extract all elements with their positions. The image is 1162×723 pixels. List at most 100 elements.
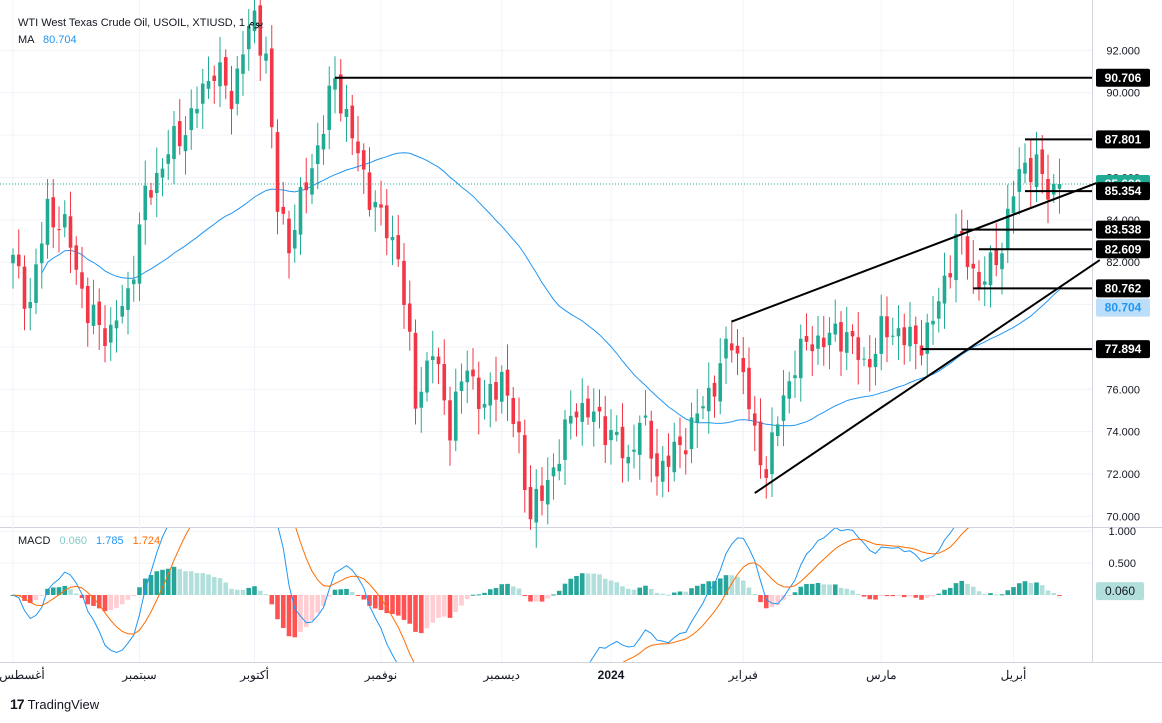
macd-hist-bar (286, 595, 292, 637)
candle-body (833, 323, 838, 335)
candle (890, 317, 895, 346)
macd-hist-bar (959, 580, 965, 595)
macd-hist-bar (712, 581, 717, 595)
candle (729, 319, 734, 363)
candle (706, 362, 711, 434)
candle (551, 453, 556, 500)
macd-hist-bar (694, 585, 700, 595)
macd-hist-bar (625, 588, 631, 595)
candle-body (292, 229, 297, 249)
candle-body (919, 345, 924, 356)
moving-average (41, 152, 1060, 427)
candle-body (793, 375, 797, 379)
tradingview-footer[interactable]: 17 TradingView (10, 696, 99, 712)
macd-hist-bar (533, 595, 539, 602)
candle-body (683, 450, 688, 455)
candle-body (1023, 162, 1027, 174)
candle-body (954, 233, 958, 281)
candle-body (925, 322, 930, 354)
candle (522, 419, 527, 513)
candle (476, 361, 481, 435)
candle (505, 344, 510, 422)
candle-body (80, 272, 84, 289)
price-label-bg (1096, 130, 1150, 149)
macd-hist-bar (930, 595, 936, 597)
macd-hist-bar (413, 595, 418, 632)
candle (821, 315, 826, 366)
candle-body (321, 133, 326, 150)
candle-body (108, 324, 113, 343)
candle (747, 347, 751, 421)
y-tick-label: 82.000 (1106, 257, 1140, 269)
macd-hist-bar (873, 595, 878, 600)
candle (1046, 154, 1050, 224)
candle (62, 200, 67, 238)
macd-hist-bar (942, 589, 947, 595)
horizontal-levels[interactable] (335, 76, 1092, 351)
macd-hist-bar (1034, 582, 1039, 595)
candle (586, 385, 590, 425)
candle-body (453, 391, 458, 441)
candle-body (494, 382, 498, 400)
candle-body (189, 108, 194, 131)
candle-body (39, 243, 44, 264)
macd-hist-bar (292, 595, 298, 638)
candle-body (103, 328, 107, 346)
candle-body (298, 186, 303, 235)
price-axis[interactable]: 92.00090.00088.00086.00084.00082.00080.0… (1096, 45, 1150, 601)
candle (862, 347, 866, 367)
candle (482, 379, 487, 420)
macd-hist-bar (671, 592, 677, 595)
candle (287, 210, 291, 279)
candle-body (603, 416, 608, 446)
tradingview-logo-icon: 17 (10, 696, 25, 712)
candle-body (229, 90, 234, 110)
candle (45, 179, 50, 259)
macd-tick-label: 0.500 (1108, 558, 1136, 570)
candle (189, 89, 194, 150)
candle-body (183, 135, 188, 152)
candle (390, 215, 395, 265)
macd-label: MACD (18, 535, 51, 547)
candle-body (212, 75, 217, 81)
candle-body (287, 218, 291, 254)
candle (620, 403, 625, 483)
candle (580, 378, 585, 446)
candles[interactable] (11, 0, 1062, 548)
macd-hist-bar (740, 580, 746, 595)
candle-body (545, 479, 550, 505)
candle-body (407, 303, 412, 332)
trend-lines[interactable] (731, 176, 1112, 494)
macd-hist-bar (482, 592, 487, 595)
candle (942, 252, 947, 329)
macd-hist-bar (1028, 582, 1034, 595)
candle (591, 388, 596, 447)
time-label: 2024 (598, 668, 625, 682)
time-axis[interactable]: أغسطس سبتمبر أكتوبر نوفمبر ديسمبر 2024 فبراير م… (0, 667, 1026, 682)
candle-body (586, 398, 590, 418)
candle (384, 189, 389, 256)
candle-body (747, 367, 751, 410)
macd-hist-bar (275, 595, 280, 620)
macd-hist-bar (855, 594, 861, 596)
candle-body (689, 417, 694, 450)
candle-body (591, 411, 596, 422)
macd-hist-bar (436, 595, 441, 618)
macd-hist-bar (27, 595, 33, 603)
candle-body (522, 435, 527, 490)
macd-hist-bar (1039, 585, 1045, 595)
macd-hist-bar (896, 595, 901, 596)
candle-body (419, 391, 424, 408)
candle-body (200, 83, 205, 104)
macd-last-text: 0.060 (1105, 584, 1135, 598)
macd-hist-bar (643, 585, 648, 595)
candle (752, 396, 757, 452)
candle (689, 402, 694, 464)
candle (683, 428, 688, 475)
candle (655, 428, 659, 496)
candle (315, 122, 320, 190)
candle-body (517, 421, 521, 433)
macd-hist-bar (539, 595, 545, 602)
time-label: سبتمبر (121, 668, 156, 682)
